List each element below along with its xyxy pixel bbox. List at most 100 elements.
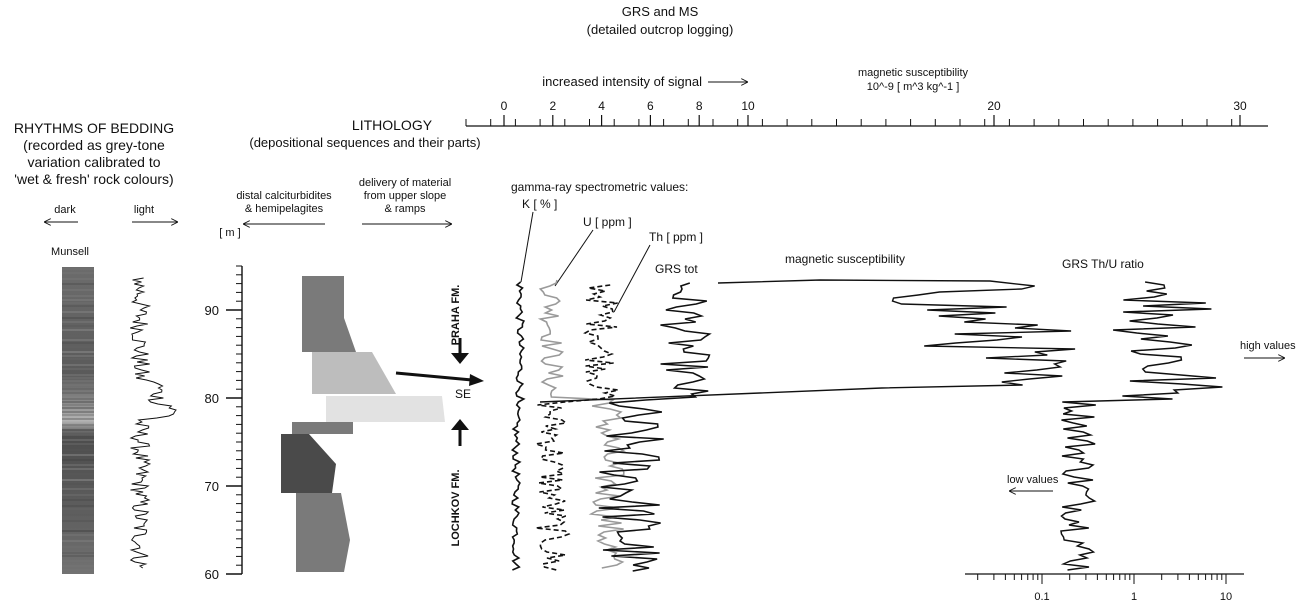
top-axis-tick-label: 30 [1233,99,1247,113]
top-axis-tick-label: 0 [501,99,508,113]
munsell-band [62,283,94,285]
munsell-band [62,555,94,557]
munsell-band [62,468,94,470]
munsell-bands [62,268,94,571]
munsell-band [62,364,94,366]
munsell-band [62,299,94,301]
high-values-label: high values [1240,340,1296,352]
log-axis-tick-label: 1 [1131,591,1137,603]
munsell-band [62,398,94,400]
depth-axis: 60 70 80 90 [205,265,243,582]
munsell-band [62,317,94,319]
block-dark [281,434,336,493]
munsell-band [62,569,94,571]
munsell-band [62,434,94,436]
sequence-pointer [395,371,473,382]
munsell-band [62,443,94,445]
delivery-label-2: from upper slope [364,190,447,202]
light-label: light [134,204,154,216]
munsell-band [62,358,94,360]
signal-label: increased intensity of signal [542,74,702,89]
munsell-band [62,565,94,567]
depth-tick-label: 80 [205,391,219,406]
ms-curve-label: magnetic susceptibility [785,252,905,266]
munsell-band [62,552,94,554]
munsell-band [62,374,94,376]
munsell-band [62,499,94,501]
munsell-label: Munsell [51,246,89,258]
munsell-band [62,483,94,485]
munsell-band [62,384,94,386]
lochkov-arrowhead [451,419,469,430]
munsell-band [62,505,94,507]
k-leader [520,211,534,283]
munsell-band [62,329,94,331]
top-axis-tick-label: 20 [987,99,1001,113]
lithology-title: LITHOLOGY [352,117,433,133]
munsell-band [62,392,94,394]
delivery-label-3: & ramps [385,203,426,215]
lithology-subtitle: (depositional sequences and their parts) [249,135,480,150]
munsell-band [62,454,94,456]
munsell-band [62,526,94,528]
ms-axis-units: 10^-9 [ m^3 kg^-1 ] [867,81,960,93]
munsell-band [62,278,94,280]
depth-tick-label: 90 [205,303,219,318]
block-lightest [326,396,445,422]
block-thin-grey [292,422,353,434]
munsell-band [62,530,94,532]
grs-tot-label: GRS tot [655,262,698,276]
block-lower-grey [296,493,350,572]
thu-curve-label: GRS Th/U ratio [1062,257,1144,271]
munsell-band [62,311,94,313]
munsell-band [62,459,94,461]
rhythms-line3: 'wet & fresh' rock colours) [14,171,173,187]
munsell-band [62,351,94,353]
grs-tot-curve [598,282,712,572]
u-label: U [ ppm ] [583,215,632,229]
u-leader [554,229,594,287]
munsell-band [62,339,94,341]
delivery-label-1: delivery of material [359,177,451,189]
munsell-band [62,325,94,327]
munsell-band [62,479,94,481]
munsell-band [62,514,94,516]
rhythms-line2: variation calibrated to [27,154,160,170]
top-scale-axis: 0 2 4 6 8 10 20 30 [465,99,1268,127]
munsell-band [62,346,94,348]
top-axis-tick-label: 10 [741,99,755,113]
top-axis-tick-label: 2 [549,99,556,113]
munsell-band [62,449,94,451]
top-axis-tick-label: 6 [647,99,654,113]
th-leader [613,244,651,313]
top-axis-tick-label: 8 [696,99,703,113]
th-curve [535,284,619,571]
munsell-band [62,272,94,274]
munsell-band [62,342,94,344]
munsell-band [62,355,94,357]
thu-curve [1060,281,1223,571]
u-curve [537,279,626,569]
depth-tick-label: 70 [205,479,219,494]
munsell-band [62,268,94,270]
munsell-band [62,411,94,413]
munsell-band [62,546,94,548]
munsell-band [62,289,94,291]
munsell-band [62,540,94,542]
munsell-band [62,401,94,403]
munsell-band [62,380,94,382]
block-upper-grey [302,276,356,352]
distal-label-2: & hemipelagites [245,203,324,215]
munsell-band [62,473,94,475]
depth-unit: [ m ] [219,227,240,239]
header-subtitle: (detailed outcrop logging) [587,22,734,37]
log-axis: 0.1 1 10 [965,573,1244,603]
munsell-band [62,508,94,510]
k-curve [510,281,526,571]
gamma-title: gamma-ray spectrometric values: [511,180,688,194]
praha-fm-label: PRAHA FM. [450,285,462,346]
rhythms-line1: (recorded as grey-tone [23,137,165,153]
munsell-band [62,404,94,406]
munsell-band [62,418,94,420]
